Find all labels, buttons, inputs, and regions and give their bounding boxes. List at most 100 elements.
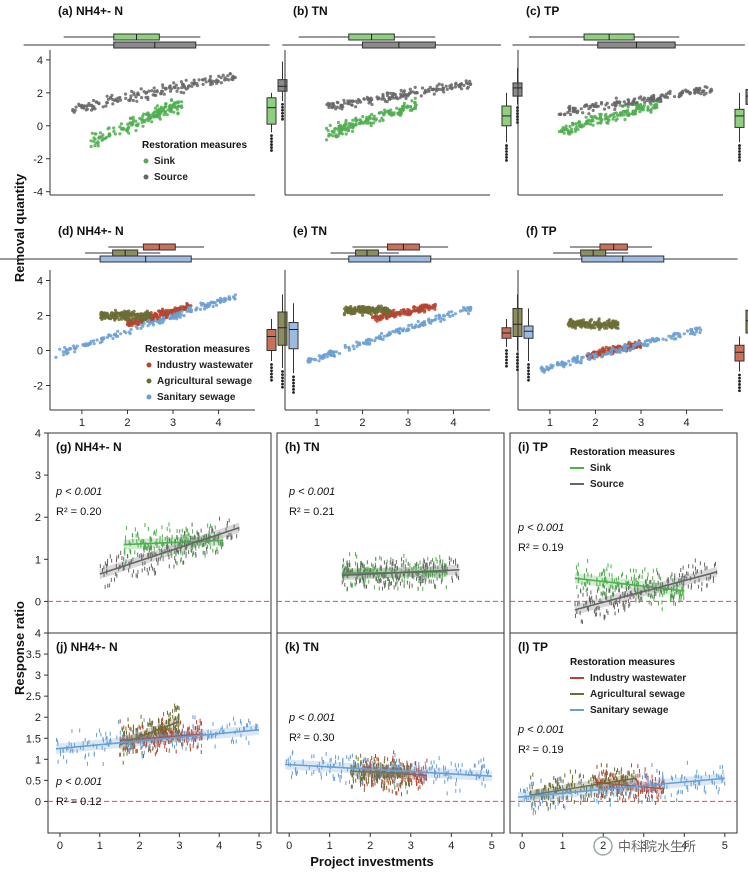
- y-tick-label: 0: [37, 346, 43, 358]
- scatter-point-industry: [433, 307, 437, 311]
- scatter-point-sink: [326, 129, 330, 133]
- scatter-point-source: [462, 83, 466, 88]
- boxplot-outlier: [292, 381, 295, 385]
- boxplot-outlier: [292, 378, 295, 382]
- scatter-point-sink: [567, 132, 571, 136]
- scatter-point-source: [672, 95, 677, 99]
- scatter-point-sink: [608, 114, 612, 118]
- x-tick-label: 2: [137, 840, 143, 852]
- scatter-point-sink: [364, 121, 368, 125]
- scatter-point-sink: [118, 125, 122, 129]
- scatter-point-industry: [157, 309, 162, 313]
- scatter-point-source: [468, 82, 473, 86]
- boxplot-outlier: [505, 150, 508, 153]
- scatter-point-source: [164, 86, 168, 90]
- scatter-point-industry: [165, 314, 169, 318]
- boxplot-outlier: [281, 102, 284, 106]
- scatter-point-source: [694, 86, 699, 90]
- scatter-point-agricultural: [112, 311, 116, 315]
- scatter-point-industry: [406, 307, 410, 312]
- scatter-point-agricultural: [113, 318, 117, 322]
- scatter-point-source: [693, 91, 697, 95]
- scatter-point-source: [187, 84, 191, 88]
- y-tick-label: 3.5: [26, 649, 41, 661]
- scatter-point-industry: [173, 306, 177, 310]
- scatter-point-sink: [151, 112, 155, 116]
- boxplot-outlier: [738, 150, 741, 153]
- scatter-point-sanitary: [434, 314, 438, 318]
- scatter-point-agricultural: [365, 310, 369, 315]
- plot-frame: [276, 432, 505, 634]
- x-tick-label: 4: [448, 840, 454, 852]
- scatter-point-source: [332, 104, 336, 108]
- scatter-point-sanitary: [674, 337, 678, 341]
- scatter-point-sanitary: [216, 298, 220, 302]
- scatter-point-sink: [93, 144, 97, 148]
- scatter-point-source: [382, 97, 386, 101]
- scatter-point-sanitary: [222, 300, 226, 304]
- scatter-point-sanitary: [651, 337, 656, 342]
- scatter-point-source: [88, 103, 92, 107]
- scatter-point-source: [111, 102, 115, 106]
- legend-label: Sink: [590, 463, 612, 474]
- scatter-point-sanitary: [109, 334, 113, 338]
- scatter-point-sanitary: [140, 323, 144, 327]
- scatter-point-sanitary: [464, 308, 468, 313]
- scatter-point-sink: [631, 109, 635, 113]
- y-tick-label: 4: [35, 428, 41, 440]
- scatter-point-sink: [598, 112, 602, 116]
- boxplot-box-sanitary: [288, 322, 299, 350]
- scatter-point-sanitary: [74, 346, 78, 350]
- boxplot-outlier: [738, 156, 741, 159]
- scatter-point-source: [630, 102, 634, 107]
- scatter-point-agricultural: [117, 317, 121, 322]
- scatter-point-source: [435, 84, 439, 88]
- scatter-point-sink: [568, 124, 572, 129]
- scatter-point-agricultural: [125, 311, 129, 315]
- scatter-point-sink: [635, 106, 639, 110]
- scatter-point-source: [197, 78, 201, 82]
- scatter-point-sanitary: [688, 332, 693, 336]
- x-tick-label: 1: [79, 417, 85, 429]
- legend-label: Industry wastewater: [157, 360, 253, 371]
- scatter-point-source: [599, 102, 604, 106]
- scatter-point-sink: [358, 118, 362, 122]
- scatter-point-sanitary: [416, 319, 420, 324]
- scatter-point-source: [162, 92, 166, 96]
- scatter-point-sink: [113, 132, 117, 136]
- scatter-point-sink: [630, 112, 634, 116]
- scatter-point-sink: [573, 129, 578, 133]
- scatter-point-sink: [134, 119, 138, 123]
- scatter-point-sink: [168, 104, 172, 108]
- scatter-point-sanitary: [199, 301, 203, 305]
- scatter-point-sink: [132, 118, 136, 122]
- scatter-point-sink: [344, 120, 348, 125]
- panel-title: (k) TN: [285, 640, 319, 654]
- y-tick-label: 1.5: [26, 733, 41, 745]
- boxplot-outlier: [281, 114, 284, 118]
- scatter-point-sink: [175, 107, 179, 111]
- scatter-point-sanitary: [413, 325, 417, 329]
- boxplot-outlier: [527, 369, 530, 373]
- scatter-point-sink: [112, 126, 116, 130]
- scatter-point-sanitary: [551, 364, 555, 368]
- scatter-point-sanitary: [139, 326, 143, 330]
- scatter-point-source: [159, 91, 163, 96]
- scatter-point-source: [621, 104, 625, 108]
- scatter-point-industry: [129, 322, 133, 326]
- scatter-point-sink: [626, 105, 630, 109]
- boxplot-outlier: [281, 370, 284, 373]
- scatter-point-source: [557, 112, 561, 116]
- scatter-point-source: [82, 104, 86, 108]
- scatter-point-source: [147, 89, 151, 93]
- legend-title: Restoration measures: [142, 140, 247, 151]
- scatter-point-sink: [642, 103, 647, 107]
- boxplot-outlier: [527, 375, 530, 379]
- scatter-point-source: [449, 83, 454, 87]
- panel-i: (i) TP p < 0.001 R² = 0.19 Restoration meas…: [509, 432, 738, 634]
- scatter-point-sink: [588, 119, 592, 123]
- scatter-point-industry: [392, 308, 396, 312]
- scatter-point-source: [184, 78, 188, 82]
- boxplot-outlier: [505, 358, 508, 362]
- scatter-point-sink: [575, 125, 579, 129]
